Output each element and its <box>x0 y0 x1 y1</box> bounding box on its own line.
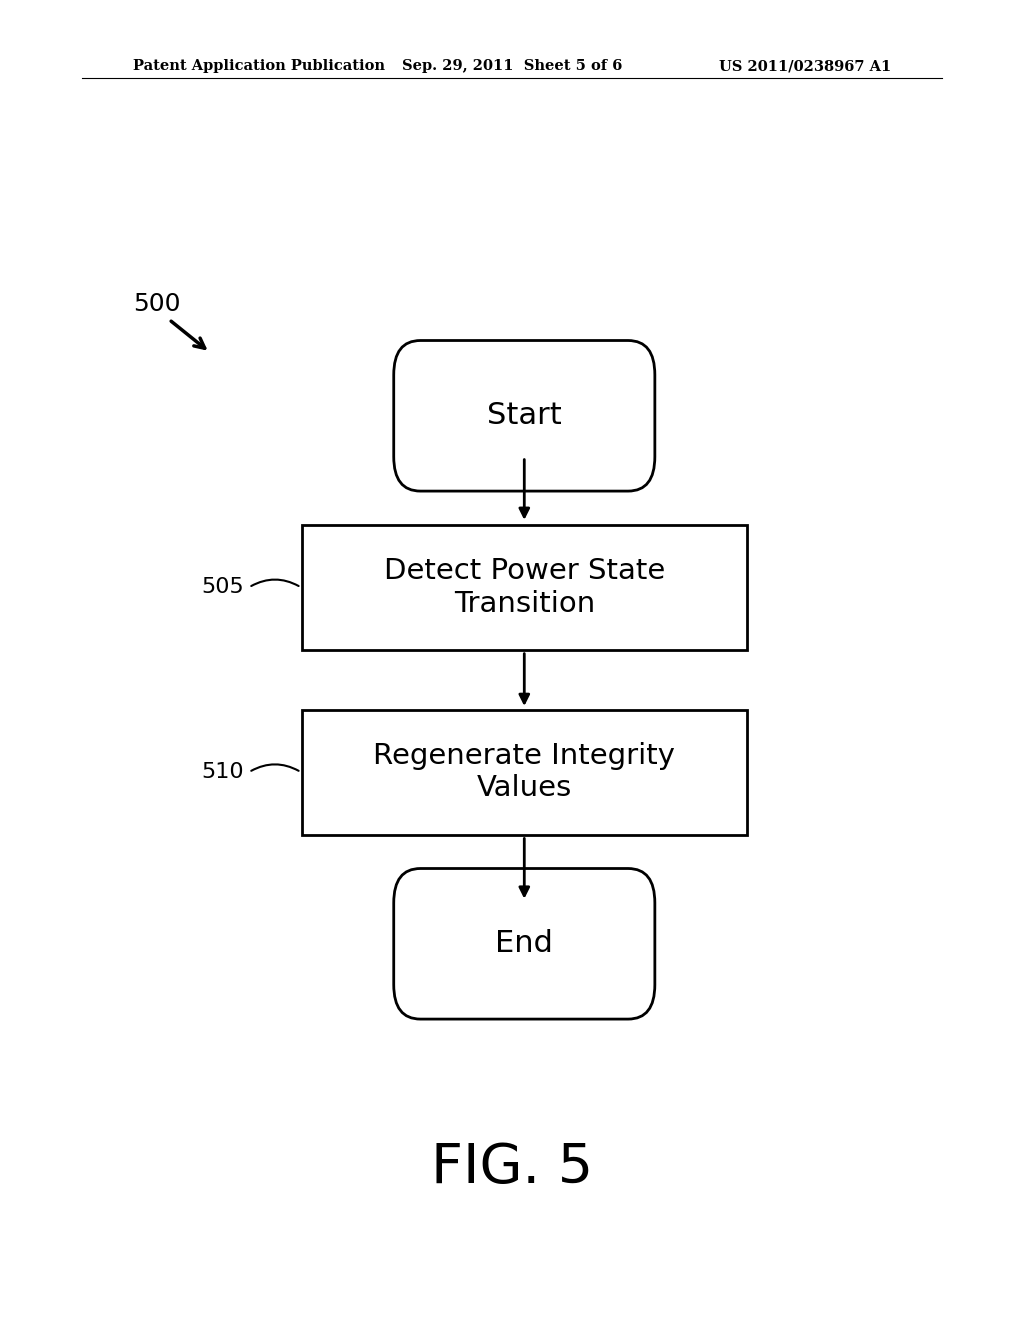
Text: 505: 505 <box>201 577 244 598</box>
Text: Regenerate Integrity
Values: Regenerate Integrity Values <box>374 742 675 803</box>
Text: Patent Application Publication: Patent Application Publication <box>133 59 385 74</box>
FancyBboxPatch shape <box>393 341 655 491</box>
Bar <box>301 524 748 649</box>
FancyBboxPatch shape <box>393 869 655 1019</box>
Text: Start: Start <box>487 401 561 430</box>
Text: FIG. 5: FIG. 5 <box>431 1142 593 1195</box>
Text: 510: 510 <box>201 762 244 783</box>
Text: Sep. 29, 2011  Sheet 5 of 6: Sep. 29, 2011 Sheet 5 of 6 <box>401 59 623 74</box>
Bar <box>301 710 748 836</box>
Text: US 2011/0238967 A1: US 2011/0238967 A1 <box>719 59 891 74</box>
Text: End: End <box>496 929 553 958</box>
Text: 500: 500 <box>133 292 180 315</box>
Text: Detect Power State
Transition: Detect Power State Transition <box>384 557 665 618</box>
